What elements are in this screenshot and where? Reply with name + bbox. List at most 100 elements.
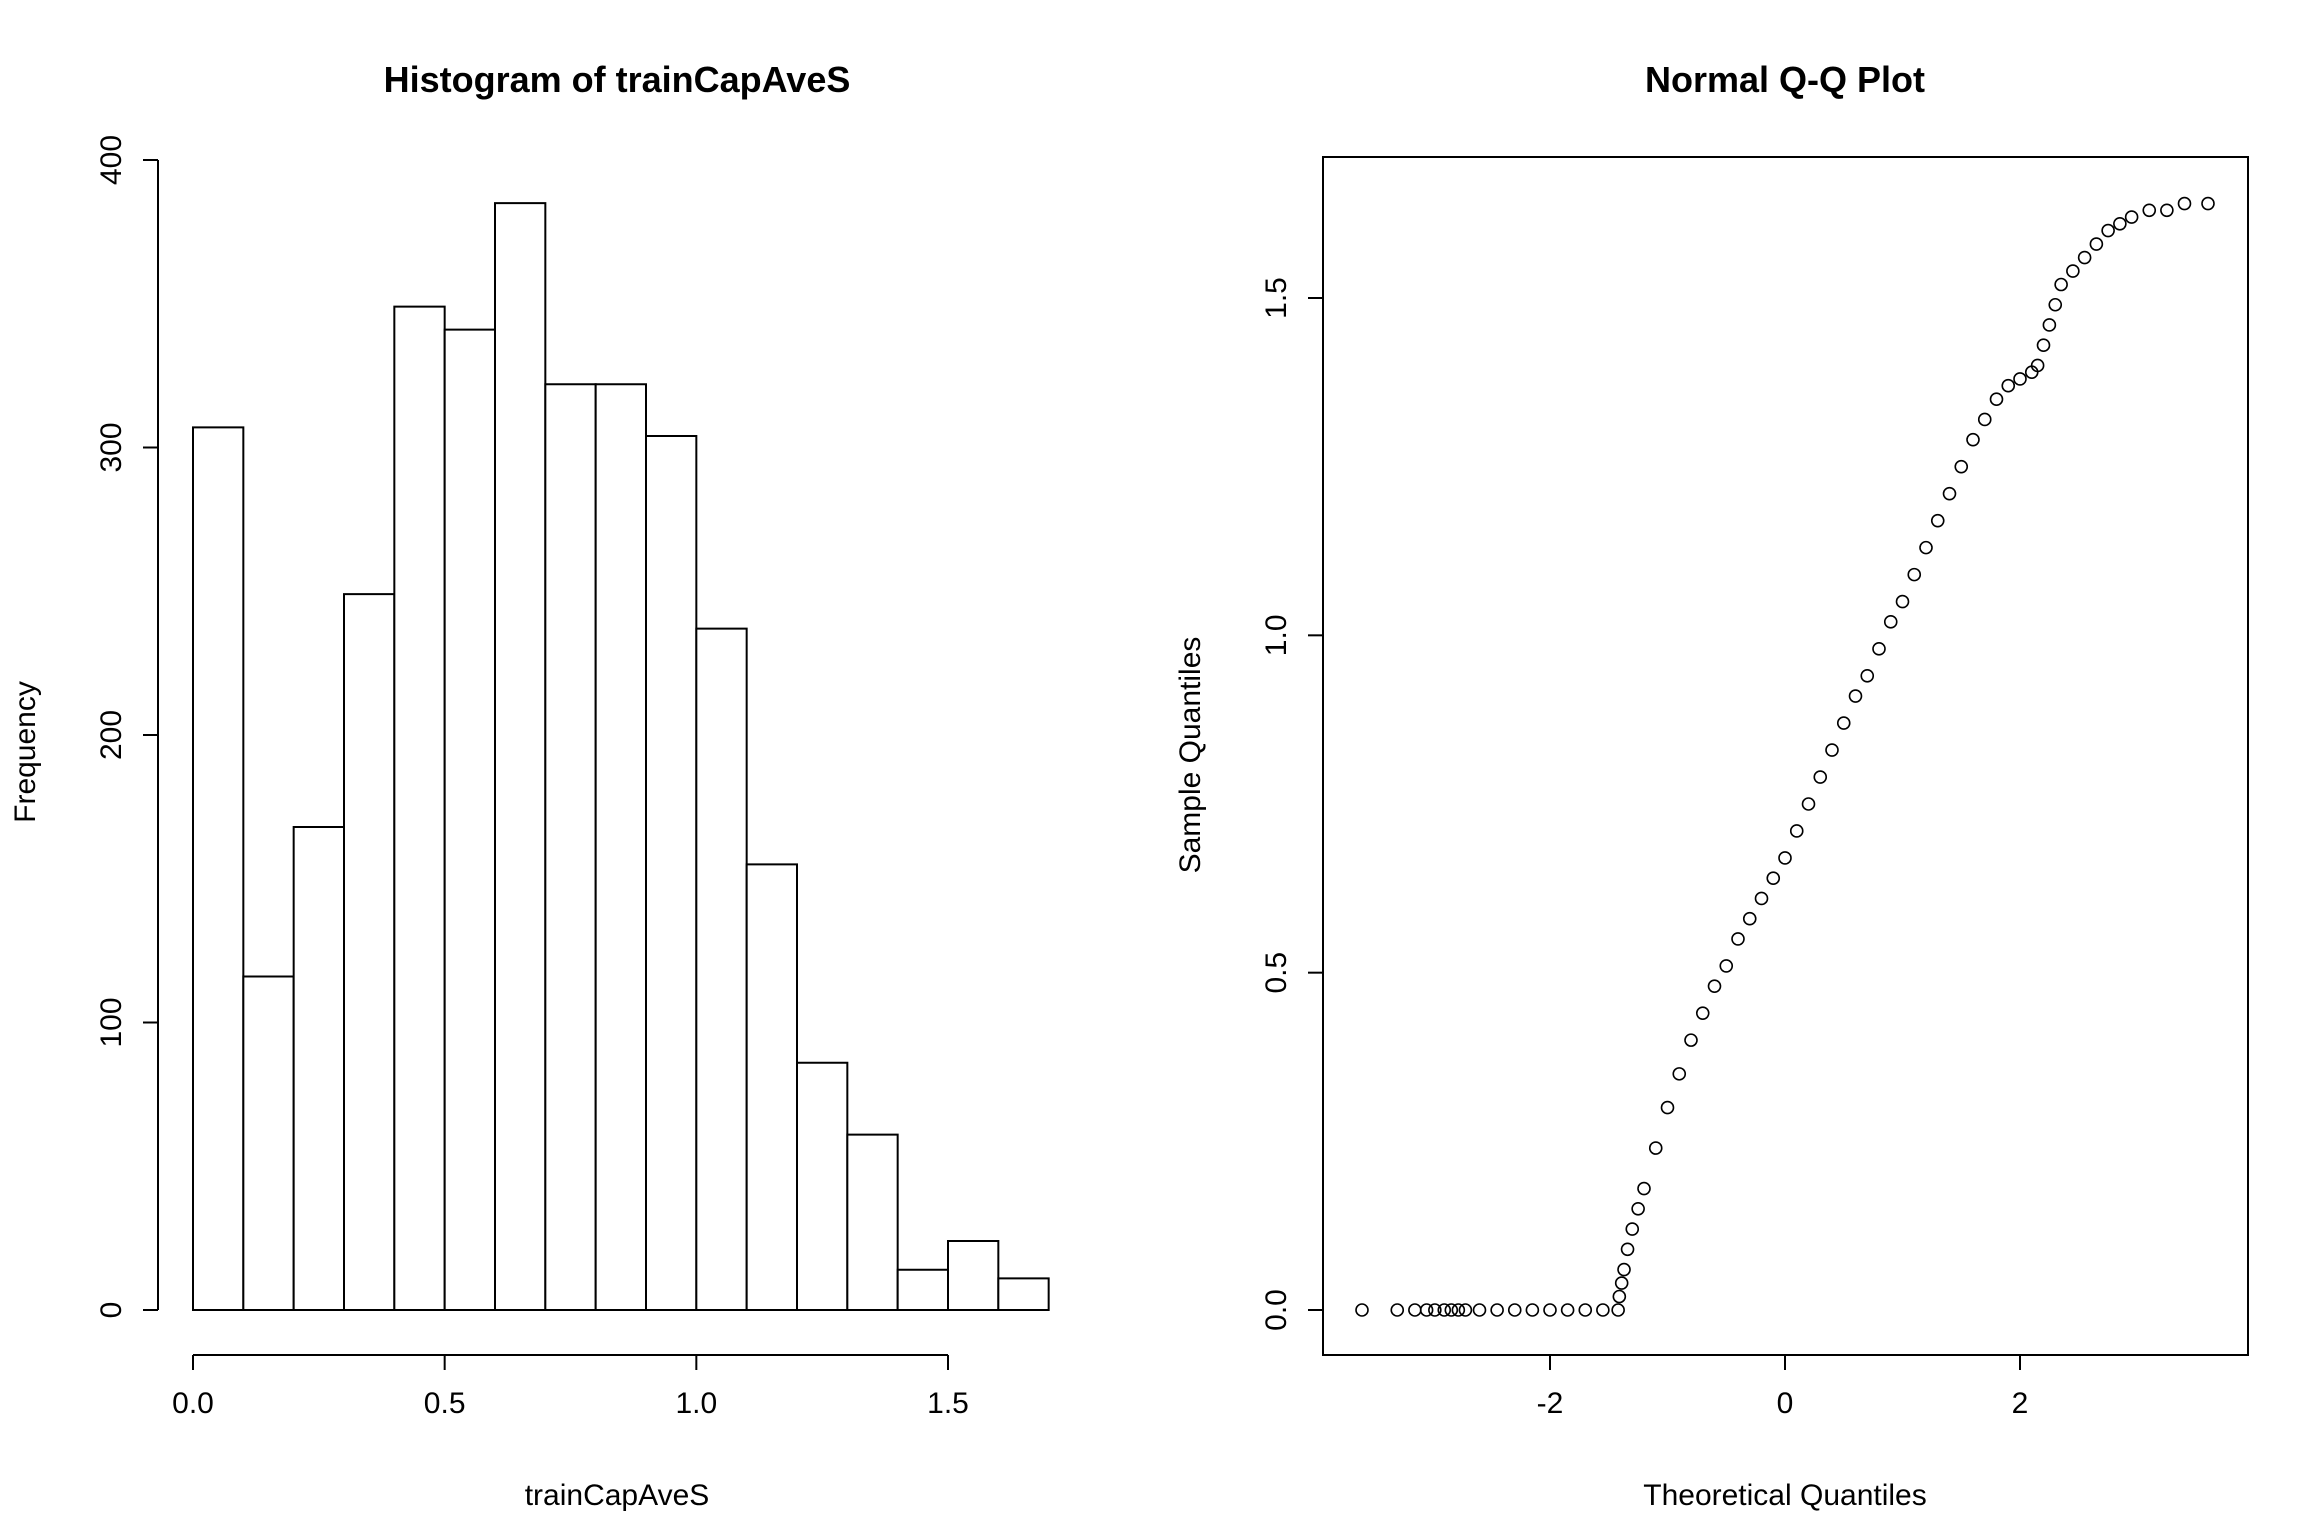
- qq-plot-x-axis-label: Theoretical Quantiles: [1643, 1479, 1926, 1512]
- histogram-y-tick-label: 400: [95, 135, 128, 185]
- qq-point: [1989, 392, 2004, 407]
- qq-point: [2142, 203, 2157, 218]
- histogram-y-axis-label: Frequency: [9, 681, 42, 823]
- qq-point: [1458, 1303, 1473, 1317]
- qq-point: [1617, 1262, 1631, 1277]
- qq-point: [2077, 250, 2092, 265]
- histogram-bar: [292, 826, 345, 1311]
- qq-point: [1611, 1303, 1625, 1317]
- qq-point: [1977, 412, 1992, 427]
- qq-point: [1836, 716, 1851, 730]
- qq-point: [1620, 1242, 1635, 1257]
- histogram-x-tick-label: 1.5: [927, 1387, 969, 1420]
- histogram-bar: [494, 202, 547, 1311]
- qq-point: [1408, 1303, 1422, 1317]
- qq-point: [1637, 1181, 1651, 1196]
- qq-point: [1672, 1067, 1687, 1081]
- qq-point: [1525, 1303, 1540, 1317]
- qq-point: [1872, 642, 1886, 656]
- qq-point: [1895, 594, 1910, 609]
- qq-point: [2048, 297, 2063, 312]
- qq-y-tick-label: 0.5: [1260, 952, 1293, 994]
- qq-point: [1578, 1303, 1593, 1317]
- qq-plot-frame: [1322, 156, 2249, 1356]
- qq-point: [1707, 979, 1722, 993]
- qq-point: [1695, 1006, 1710, 1020]
- qq-point: [2013, 372, 2027, 386]
- qq-plot-y-axis: 0.0 0.5 1.0 1.5: [1260, 277, 1323, 1331]
- histogram-bar: [393, 305, 446, 1311]
- qq-point: [1507, 1303, 1522, 1317]
- qq-point: [1451, 1303, 1466, 1317]
- histogram-bar: [192, 426, 245, 1311]
- histogram-y-tick-label: 0: [95, 1302, 128, 1319]
- qq-point: [2066, 264, 2080, 278]
- histogram-bar: [846, 1133, 899, 1311]
- qq-point: [1954, 459, 1969, 474]
- qq-point: [1825, 743, 1839, 757]
- qq-point: [1648, 1141, 1663, 1155]
- qq-point: [1742, 911, 1757, 926]
- histogram-x-tick-label: 0.0: [172, 1387, 214, 1420]
- histogram-panel: Histogram of trainCapAveS 0.0 0.5 1.0 1.5 0…: [9, 59, 1050, 1512]
- qq-point: [2101, 223, 2115, 238]
- qq-plot-title: Normal Q-Q Plot: [1645, 59, 1925, 100]
- qq-plot-panel: Normal Q-Q Plot -2 0 2 0.0 0.5 1.0 1.5 Theore…: [1174, 59, 2249, 1512]
- qq-point: [2201, 196, 2215, 211]
- histogram-bar: [544, 383, 597, 1311]
- histogram-bar: [947, 1240, 1000, 1311]
- histogram-bar: [594, 383, 648, 1311]
- qq-point: [1942, 486, 1957, 501]
- qq-point: [1719, 959, 1734, 973]
- histogram-y-tick-label: 300: [95, 422, 128, 472]
- qq-point: [1860, 669, 1875, 683]
- qq-point: [1631, 1202, 1645, 1216]
- qq-point: [1813, 770, 1828, 784]
- qq-point: [1437, 1303, 1452, 1317]
- qq-point: [2177, 196, 2192, 211]
- histogram-x-tick-label: 0.5: [424, 1387, 466, 1420]
- histogram-bar: [343, 593, 396, 1311]
- qq-point: [1390, 1303, 1405, 1317]
- histogram-title: Histogram of trainCapAveS: [384, 59, 851, 100]
- qq-point: [1919, 540, 1933, 555]
- qq-point: [1490, 1303, 1504, 1317]
- qq-y-tick-label: 1.5: [1260, 277, 1293, 319]
- qq-x-tick-label: 2: [2012, 1387, 2029, 1420]
- histogram-bar: [796, 1061, 849, 1311]
- qq-point: [1543, 1303, 1557, 1317]
- qq-plot-points: [1355, 196, 2215, 1317]
- histogram-y-tick-label: 200: [95, 710, 128, 760]
- qq-x-tick-label: -2: [1537, 1387, 1564, 1420]
- qq-plot-y-axis-label: Sample Quantiles: [1174, 637, 1207, 874]
- qq-point: [2030, 358, 2045, 373]
- qq-point: [1848, 689, 1863, 703]
- qq-point: [2001, 378, 2016, 393]
- qq-point: [2054, 277, 2068, 292]
- qq-point: [1444, 1303, 1459, 1317]
- histogram-x-tick-label: 1.0: [675, 1387, 717, 1420]
- histogram-bar: [997, 1277, 1050, 1311]
- qq-point: [1614, 1276, 1629, 1290]
- qq-point: [2124, 210, 2139, 224]
- qq-point: [1883, 615, 1898, 629]
- qq-point: [1472, 1303, 1487, 1317]
- qq-point: [1801, 797, 1816, 811]
- qq-plot-x-axis: -2 0 2: [1537, 1355, 2029, 1420]
- histogram-bar: [443, 328, 496, 1311]
- qq-point: [2160, 203, 2174, 218]
- histogram-bar: [242, 975, 295, 1311]
- qq-point: [1560, 1303, 1575, 1317]
- histogram-bar: [745, 863, 799, 1311]
- histogram-x-axis-label: trainCapAveS: [525, 1479, 710, 1512]
- qq-point: [1907, 567, 1922, 582]
- qq-point: [1625, 1222, 1640, 1236]
- qq-point: [1596, 1303, 1610, 1317]
- qq-point: [1660, 1100, 1675, 1115]
- qq-point: [1428, 1303, 1442, 1317]
- qq-point: [1419, 1303, 1434, 1317]
- qq-point: [1778, 851, 1792, 865]
- qq-point: [1731, 932, 1745, 946]
- qq-y-tick-label: 1.0: [1260, 614, 1293, 656]
